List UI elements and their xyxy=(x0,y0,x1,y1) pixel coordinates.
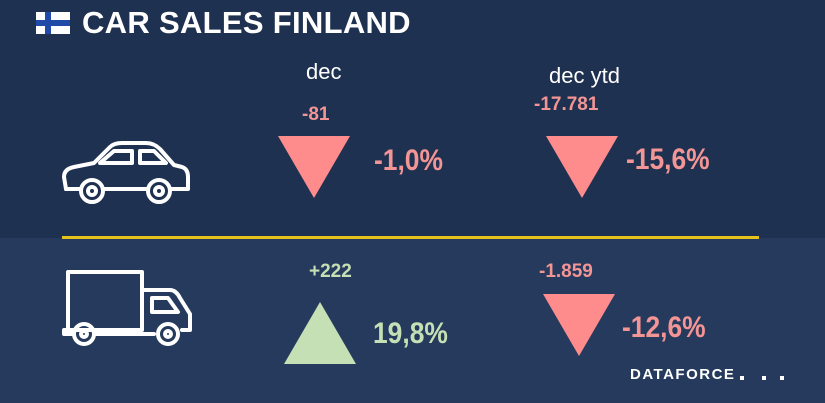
car-icon xyxy=(62,141,190,204)
lcv-month-percent: 19,8% xyxy=(373,317,448,350)
brand-logo: DATAFORCE xyxy=(630,366,736,383)
header: CAR SALES FINLAND xyxy=(36,6,411,40)
top-panel xyxy=(0,0,825,238)
lcv-ytd-percent: -12,6% xyxy=(622,311,706,344)
ytd-column-label: dec ytd xyxy=(549,63,620,88)
lcv-ytd-down-arrow-icon xyxy=(543,294,615,356)
cars-month-percent: -1,0% xyxy=(374,144,443,177)
cars-month-down-arrow-icon xyxy=(278,136,350,198)
bottom-panel xyxy=(0,238,825,403)
lcv-ytd-delta: -1.859 xyxy=(539,261,593,282)
truck-icon xyxy=(62,270,192,346)
month-column-label: dec xyxy=(306,59,342,84)
lcv-month-up-arrow-icon xyxy=(284,302,356,364)
cars-month-delta: -81 xyxy=(302,104,330,125)
cars-ytd-down-arrow-icon xyxy=(546,136,618,198)
cars-ytd-percent: -15,6% xyxy=(626,143,710,176)
section-divider xyxy=(62,236,759,239)
page-title: CAR SALES FINLAND xyxy=(82,5,411,40)
cars-ytd-delta: -17.781 xyxy=(534,94,599,115)
finland-flag-icon xyxy=(36,12,70,34)
lcv-month-delta: +222 xyxy=(309,261,352,282)
